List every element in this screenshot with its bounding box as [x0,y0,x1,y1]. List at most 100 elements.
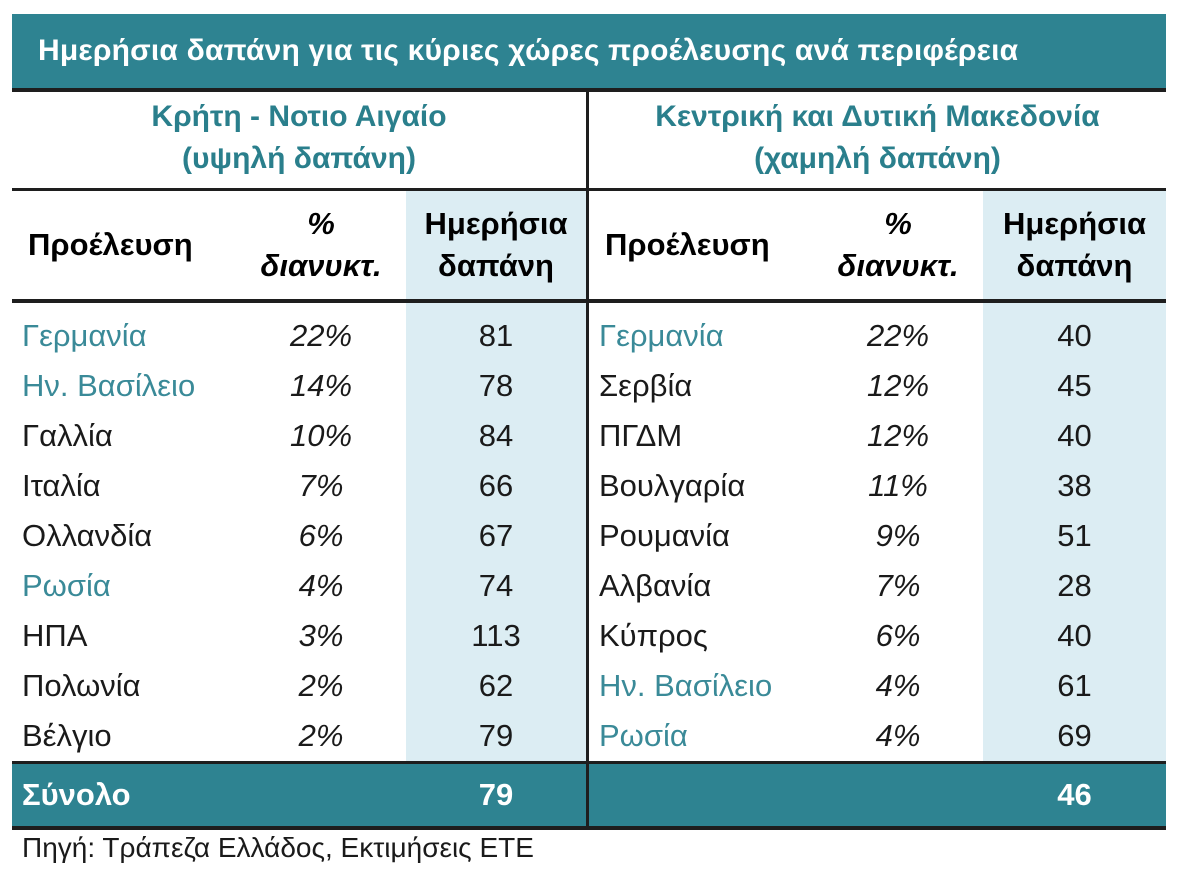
cell-origin: Κύπρος [599,618,708,653]
total-label [589,764,983,826]
cell-spend: 40 [983,611,1166,661]
header-spend-line1: Ημερήσια [1002,206,1147,241]
table-row: Κύπρος 6% 40 [589,611,1166,661]
table-row: Γερμανία 22% 40 [589,311,1166,361]
cell-spend: 38 [983,461,1166,511]
cell-spend: 66 [406,461,586,511]
cell-pct: 22% [289,318,353,353]
table-row: Ρουμανία 9% 51 [589,511,1166,561]
cell-origin: Ην. Βασίλειο [599,668,773,703]
header-origin: Προέλευση [28,227,193,262]
table-title: Ημερήσια δαπάνη για τις κύριες χώρες προ… [12,14,1166,92]
cell-spend: 74 [406,561,586,611]
source-note: Πηγή: Τράπεζα Ελλάδος, Εκτιμήσεις ΕΤΕ [22,832,534,863]
cell-origin: Σερβία [599,368,693,403]
header-pct-line2: διανυκτ. [260,248,382,283]
spacer [589,303,1166,311]
table-body-left: Γερμανία 22% 81 Ην. Βασίλειο 14% 78 Γαλλία 10% 8… [12,303,589,761]
table-row: Ρωσία 4% 74 [12,561,586,611]
total-row: Σύνολο 79 46 [12,761,1166,830]
cell-pct: 3% [298,618,344,653]
cell-spend: 84 [406,411,586,461]
region-subtitle: (χαμηλή δαπάνη) [754,142,1001,175]
cell-spend: 28 [983,561,1166,611]
table-row: Βουλγαρία 11% 38 [589,461,1166,511]
cell-spend: 45 [983,361,1166,411]
header-pct-line1: % [307,206,335,241]
table-row: Ρωσία 4% 69 [589,711,1166,761]
table-row: Γερμανία 22% 81 [12,311,586,361]
cell-pct: 12% [866,418,930,453]
table-row: Αλβανία 7% 28 [589,561,1166,611]
cell-pct: 12% [866,368,930,403]
region-header-left: Κρήτη - Νοτιο Αιγαίο (υψηλή δαπάνη) [12,92,589,188]
table-row: ΗΠΑ 3% 113 [12,611,586,661]
cell-origin: Ρωσία [599,718,688,753]
table-row: Πολωνία 2% 62 [12,661,586,711]
cell-spend: 62 [406,661,586,711]
table-body: Γερμανία 22% 81 Ην. Βασίλειο 14% 78 Γαλλία 10% 8… [12,303,1166,761]
cell-spend: 40 [983,311,1166,361]
cell-origin: Ρουμανία [599,518,730,553]
cell-spend: 61 [983,661,1166,711]
table-row: Ολλανδία 6% 67 [12,511,586,561]
cell-origin: Γερμανία [22,318,147,353]
cell-spend: 67 [406,511,586,561]
cell-pct: 14% [289,368,353,403]
header-spend-line1: Ημερήσια [424,206,568,241]
cell-spend: 79 [406,711,586,761]
cell-spend: 51 [983,511,1166,561]
cell-origin: Γαλλία [22,418,113,453]
header-pct-line2: διανυκτ. [837,248,959,283]
cell-pct: 10% [289,418,353,453]
cell-origin: Ρωσία [22,568,111,603]
cell-origin: Ιταλία [22,468,101,503]
cell-origin: Γερμανία [599,318,724,353]
header-spend-line2: δαπάνη [438,248,554,283]
cell-pct: 6% [298,518,344,553]
header-pct: % διανυκτ. [236,191,406,299]
header-spend-line2: δαπάνη [1016,248,1133,283]
cell-origin: Ην. Βασίλειο [22,368,196,403]
cell-pct: 9% [875,518,921,553]
table-row: ΠΓΔΜ 12% 40 [589,411,1166,461]
region-subtitle: (υψηλή δαπάνη) [182,142,416,175]
cell-origin: Βουλγαρία [599,468,746,503]
total-value: 46 [1057,777,1092,812]
cell-origin: Βέλγιο [22,718,112,753]
column-headers-left: Προέλευση % διανυκτ. Ημερήσια δαπάνη [12,191,589,299]
cell-origin: ΠΓΔΜ [599,418,683,453]
table-row: Ιταλία 7% 66 [12,461,586,511]
table-row: Γαλλία 10% 84 [12,411,586,461]
cell-spend: 40 [983,411,1166,461]
cell-pct: 2% [298,718,344,753]
column-headers-right: Προέλευση % διανυκτ. Ημερήσια δαπάνη [589,191,1166,299]
cell-pct: 22% [866,318,930,353]
spacer [12,303,586,311]
total-left: Σύνολο 79 [12,764,589,826]
region-name: Κρήτη - Νοτιο Αιγαίο [151,100,447,133]
cell-spend: 113 [406,611,586,661]
header-spend: Ημερήσια δαπάνη [406,191,586,299]
header-spend: Ημερήσια δαπάνη [983,191,1166,299]
cell-pct: 7% [875,568,921,603]
cell-pct: 4% [875,668,921,703]
cell-spend: 78 [406,361,586,411]
cell-pct: 4% [298,568,344,603]
total-label: Σύνολο [22,777,131,812]
total-value: 79 [478,777,514,812]
cell-pct: 11% [868,468,928,503]
region-header-right: Κεντρική και Δυτική Μακεδονία (χαμηλή δα… [589,92,1166,188]
table-row: Ην. Βασίλειο 14% 78 [12,361,586,411]
cell-spend: 69 [983,711,1166,761]
total-right: 46 [589,764,1166,826]
header-pct-line1: % [884,206,912,241]
cell-pct: 2% [298,668,344,703]
cell-origin: Ολλανδία [22,518,153,553]
region-name: Κεντρική και Δυτική Μακεδονία [655,100,1100,133]
cell-pct: 4% [875,718,921,753]
cell-pct: 7% [298,468,344,503]
cell-origin: Αλβανία [599,568,712,603]
cell-spend: 81 [406,311,586,361]
cell-origin: ΗΠΑ [22,618,88,653]
